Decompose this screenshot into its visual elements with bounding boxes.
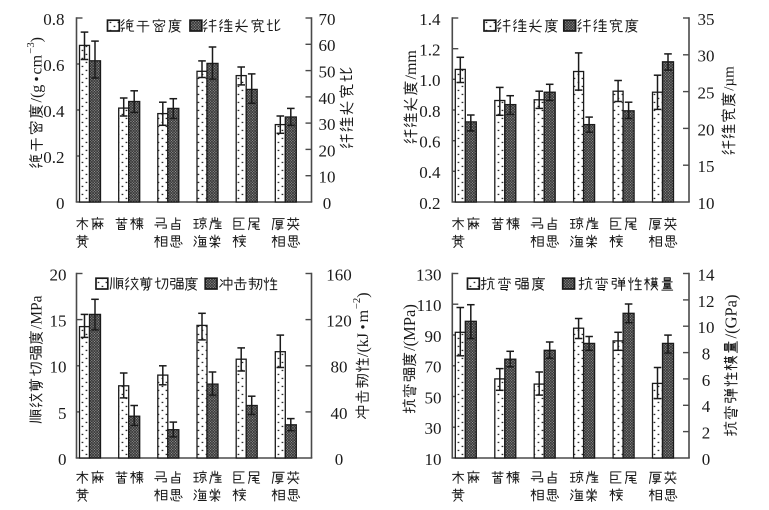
svg-text:0.4: 0.4 xyxy=(419,163,441,182)
svg-text:20: 20 xyxy=(50,265,67,284)
svg-text:0.2: 0.2 xyxy=(43,148,64,167)
svg-text:30: 30 xyxy=(425,419,442,438)
svg-text:−3: −3 xyxy=(25,42,37,53)
svg-text:/(g: /(g xyxy=(29,85,46,103)
svg-text:0: 0 xyxy=(56,194,65,213)
svg-text:0.8: 0.8 xyxy=(43,10,64,29)
svg-text:/mm: /mm xyxy=(403,50,420,80)
svg-text:10: 10 xyxy=(50,358,67,377)
svg-text:): ) xyxy=(29,37,46,42)
svg-text:0.2: 0.2 xyxy=(419,194,440,213)
svg-text:0: 0 xyxy=(58,450,67,469)
svg-text:60: 60 xyxy=(319,36,336,55)
svg-text:14: 14 xyxy=(698,265,716,284)
svg-text:10: 10 xyxy=(698,318,715,337)
svg-text:40: 40 xyxy=(331,404,348,423)
svg-text:70: 70 xyxy=(319,10,336,29)
svg-text:/µm: /µm xyxy=(722,66,738,91)
svg-text:25: 25 xyxy=(698,84,715,103)
svg-text:2: 2 xyxy=(702,424,711,443)
svg-text:5: 5 xyxy=(58,404,67,423)
svg-text:6: 6 xyxy=(702,371,711,390)
svg-text:0: 0 xyxy=(335,450,344,469)
svg-text:50: 50 xyxy=(319,63,336,82)
svg-text:30: 30 xyxy=(698,47,715,66)
svg-text:70: 70 xyxy=(425,358,442,377)
svg-text:40: 40 xyxy=(319,89,336,108)
svg-text:30: 30 xyxy=(319,115,336,134)
svg-text:0.6: 0.6 xyxy=(419,133,440,152)
svg-text:50: 50 xyxy=(425,388,442,407)
svg-text:/(GPa): /(GPa) xyxy=(721,295,740,339)
svg-text:0: 0 xyxy=(323,194,332,213)
svg-text:/MPa: /MPa xyxy=(28,295,45,329)
svg-text:0.6: 0.6 xyxy=(43,56,64,75)
svg-text:160: 160 xyxy=(326,265,352,284)
svg-text:1.2: 1.2 xyxy=(419,41,440,60)
svg-text:12: 12 xyxy=(698,292,715,311)
svg-text:15: 15 xyxy=(50,312,67,331)
svg-text:): ) xyxy=(355,292,372,297)
svg-text:35: 35 xyxy=(698,10,715,29)
svg-text:10: 10 xyxy=(425,450,442,469)
svg-text:4: 4 xyxy=(702,397,711,416)
svg-text:120: 120 xyxy=(326,312,352,331)
svg-text:m: m xyxy=(355,309,372,322)
svg-text:15: 15 xyxy=(698,157,715,176)
svg-text:0: 0 xyxy=(702,450,711,469)
svg-text:20: 20 xyxy=(319,141,336,160)
svg-text:cm: cm xyxy=(29,54,46,74)
svg-text:1.4: 1.4 xyxy=(419,10,441,29)
svg-text:/(kJ: /(kJ xyxy=(355,333,372,357)
svg-text:10: 10 xyxy=(319,168,336,187)
svg-text:10: 10 xyxy=(698,194,715,213)
svg-text:0.4: 0.4 xyxy=(43,102,65,121)
svg-text:−2: −2 xyxy=(351,298,363,309)
svg-text:/(MPa): /(MPa) xyxy=(400,304,419,351)
svg-text:130: 130 xyxy=(416,265,442,284)
svg-text:1.0: 1.0 xyxy=(419,71,440,90)
svg-text:80: 80 xyxy=(331,358,348,377)
svg-text:8: 8 xyxy=(702,345,711,364)
svg-text:20: 20 xyxy=(698,120,715,139)
svg-text:90: 90 xyxy=(425,327,442,346)
svg-text:110: 110 xyxy=(417,296,442,315)
svg-text:0.8: 0.8 xyxy=(419,102,440,121)
